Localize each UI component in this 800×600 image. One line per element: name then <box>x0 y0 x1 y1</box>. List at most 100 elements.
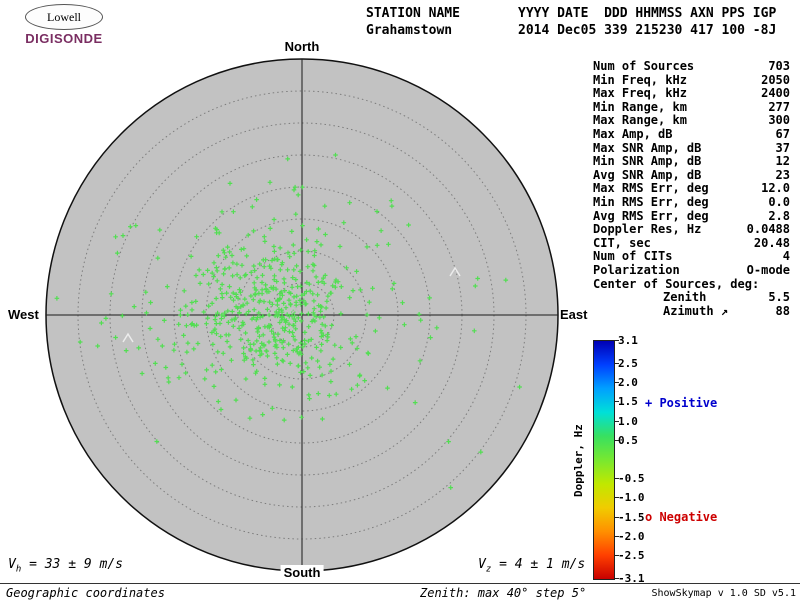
stat-row: Min SNR Amp, dB 12 <box>593 155 790 169</box>
source-scatter-points <box>54 152 522 490</box>
colorbar-tick-label: -1.5 <box>618 510 645 524</box>
coordinate-system-label: Geographic coordinates <box>6 586 165 600</box>
doppler-colorbar <box>593 340 615 580</box>
stat-row: Num of Sources 703 <box>593 59 790 74</box>
colorbar-tickmark <box>614 516 619 518</box>
stat-row: Max SNR Amp, dB 37 <box>593 140 790 156</box>
stat-label: CIT, sec <box>593 235 651 250</box>
stat-label: Max Freq, kHz <box>593 86 687 101</box>
station-name-label: STATION NAME <box>366 6 460 21</box>
header-columns-label: YYYY DATE DDD HHMMSS AXN PPS IGP <box>518 6 777 21</box>
footer-divider <box>0 583 800 584</box>
stat-label: Center of Sources, deg: <box>593 276 760 291</box>
station-name-value: Grahamstown <box>366 23 453 38</box>
header-row-values: Grahamstown 2014 Dec05 339 215230 417 100… <box>366 22 776 39</box>
stat-value: 20.48 <box>753 235 790 250</box>
stat-value: 88 <box>775 303 790 318</box>
colorbar-tickmark <box>614 340 619 341</box>
stat-label: Max RMS Err, deg <box>593 181 709 196</box>
colorbar-tick-label: 0.5 <box>618 433 638 447</box>
colorbar-tick-label: 2.0 <box>618 376 638 390</box>
colorbar-tick-label: 2.5 <box>618 357 638 371</box>
colorbar-tick-label: -2.5 <box>618 548 645 562</box>
stat-value: 67 <box>775 126 790 141</box>
chevron-marker <box>122 332 134 343</box>
stat-value: 4 <box>782 249 790 264</box>
chevron-markers <box>122 266 461 343</box>
vz-value: = 4 ± 1 m/s <box>491 557 586 572</box>
stat-row: Max RMS Err, deg 12.0 <box>593 182 790 196</box>
vertical-velocity-readout: Vz = 4 ± 1 m/s <box>478 557 585 575</box>
vh-value: = 33 ± 9 m/s <box>21 557 123 572</box>
colorbar-tick-label: -0.5 <box>618 472 645 486</box>
stat-label: Avg RMS Err, deg <box>593 208 709 223</box>
colorbar-tick-label: -2.0 <box>618 529 645 543</box>
stat-label: Azimuth ↗ <box>663 303 729 318</box>
center-of-sources-marker <box>291 304 301 314</box>
vz-subscript: z <box>485 564 492 575</box>
chevron-marker <box>449 266 461 277</box>
header-row-labels: STATION NAME YYYY DATE DDD HHMMSS AXN PPS… <box>366 5 776 22</box>
stat-label: Min Range, km <box>593 99 687 114</box>
compass-north-label: North <box>284 39 320 54</box>
stat-row: Doppler Res, Hz 0.0488 <box>593 223 790 237</box>
lowell-logo-oval: Lowell <box>25 4 103 30</box>
vh-symbol: V <box>8 557 16 572</box>
stat-row: Max Range, km 300 <box>593 114 790 128</box>
stat-label: Avg SNR Amp, dB <box>593 167 702 182</box>
colorbar-tick-label: -1.0 <box>618 491 645 505</box>
vh-subscript: h <box>15 564 22 575</box>
stat-row: Max Amp, dB 67 <box>593 126 790 142</box>
logo-digisonde-text: DIGISONDE <box>25 31 103 46</box>
stat-value: 37 <box>775 140 790 155</box>
stat-label: Min Freq, kHz <box>593 72 687 87</box>
stat-row: Avg SNR Amp, dB 23 <box>593 167 790 183</box>
colorbar-tick-label: 1.5 <box>618 395 638 409</box>
colorbar-tickmark <box>614 382 619 384</box>
stat-value: 2.8 <box>768 208 790 223</box>
colorbar-tickmark <box>614 478 619 480</box>
colorbar-tickmark <box>614 420 619 422</box>
stat-value: 2400 <box>761 86 790 101</box>
stat-value: O-mode <box>746 262 790 277</box>
colorbar-tick-label: 3.1 <box>618 334 638 347</box>
stat-label: Max Amp, dB <box>593 126 673 141</box>
stat-label: Max Range, km <box>593 113 687 128</box>
header-block: STATION NAME YYYY DATE DDD HHMMSS AXN PPS… <box>366 5 776 39</box>
stat-label: Min SNR Amp, dB <box>593 154 702 169</box>
stat-value: 703 <box>768 59 790 73</box>
compass-west-label: West <box>8 307 39 322</box>
stat-value: 2050 <box>761 72 790 87</box>
stat-label: Polarization <box>593 262 680 277</box>
lowell-digisonde-logo: Lowell DIGISONDE <box>8 4 120 46</box>
stat-value: 277 <box>768 99 790 114</box>
stat-row: Max Freq, kHz 2400 <box>593 87 790 101</box>
vz-symbol: V <box>478 557 486 572</box>
stat-label: Doppler Res, Hz <box>593 222 702 237</box>
stat-label: Num of CITs <box>593 249 673 264</box>
stat-row: Num of CITs 4 <box>593 250 790 264</box>
positive-doppler-legend: + Positive <box>645 396 718 410</box>
stat-value: 300 <box>768 113 790 128</box>
colorbar-tickmark <box>614 578 619 579</box>
stat-row: Polarization O-mode <box>593 262 790 278</box>
colorbar-tick-label: -3.1 <box>618 572 645 585</box>
negative-doppler-legend: o Negative <box>645 510 718 524</box>
colorbar-tickmark <box>614 535 619 537</box>
stat-row: Min Freq, kHz 2050 <box>593 72 790 88</box>
stat-value: 23 <box>775 167 790 182</box>
software-version-label: ShowSkymap v 1.0 SD v5.1 <box>651 588 797 599</box>
colorbar-tickmark <box>614 439 619 441</box>
stat-row: Azimuth ↗ 88 <box>593 303 790 319</box>
compass-east-label: East <box>560 307 588 322</box>
horizontal-velocity-readout: Vh = 33 ± 9 m/s <box>8 557 123 575</box>
colorbar-tickmark <box>614 401 619 403</box>
header-columns-value: 2014 Dec05 339 215230 417 100 -8J <box>518 23 777 38</box>
stat-value: 5.5 <box>768 290 790 305</box>
compass-south-label: South <box>280 565 324 580</box>
zenith-range-label: Zenith: max 40° step 5° <box>420 586 587 600</box>
stat-value: 12.0 <box>761 181 790 196</box>
colorbar-tick-label: 1.0 <box>618 414 638 428</box>
stat-row: Min RMS Err, deg 0.0 <box>593 195 790 210</box>
